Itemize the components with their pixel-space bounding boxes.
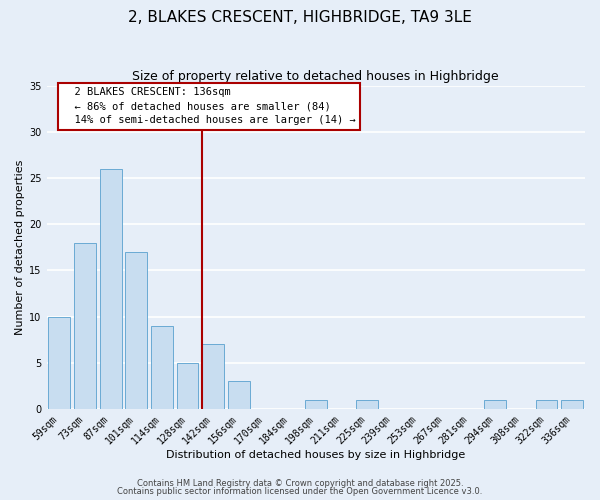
Bar <box>100 168 122 409</box>
Bar <box>356 400 378 409</box>
Text: 2 BLAKES CRESCENT: 136sqm
  ← 86% of detached houses are smaller (84)
  14% of s: 2 BLAKES CRESCENT: 136sqm ← 86% of detac… <box>62 88 356 126</box>
Text: 2, BLAKES CRESCENT, HIGHBRIDGE, TA9 3LE: 2, BLAKES CRESCENT, HIGHBRIDGE, TA9 3LE <box>128 10 472 25</box>
Bar <box>561 400 583 409</box>
Bar <box>305 400 326 409</box>
Bar <box>536 400 557 409</box>
Bar <box>49 316 70 409</box>
Bar <box>176 363 199 409</box>
Y-axis label: Number of detached properties: Number of detached properties <box>15 160 25 335</box>
Text: Contains public sector information licensed under the Open Government Licence v3: Contains public sector information licen… <box>118 487 482 496</box>
Bar <box>202 344 224 409</box>
X-axis label: Distribution of detached houses by size in Highbridge: Distribution of detached houses by size … <box>166 450 466 460</box>
Bar <box>74 242 96 409</box>
Bar <box>228 382 250 409</box>
Bar <box>125 252 147 409</box>
Bar <box>484 400 506 409</box>
Bar <box>151 326 173 409</box>
Text: Contains HM Land Registry data © Crown copyright and database right 2025.: Contains HM Land Registry data © Crown c… <box>137 478 463 488</box>
Title: Size of property relative to detached houses in Highbridge: Size of property relative to detached ho… <box>133 70 499 83</box>
